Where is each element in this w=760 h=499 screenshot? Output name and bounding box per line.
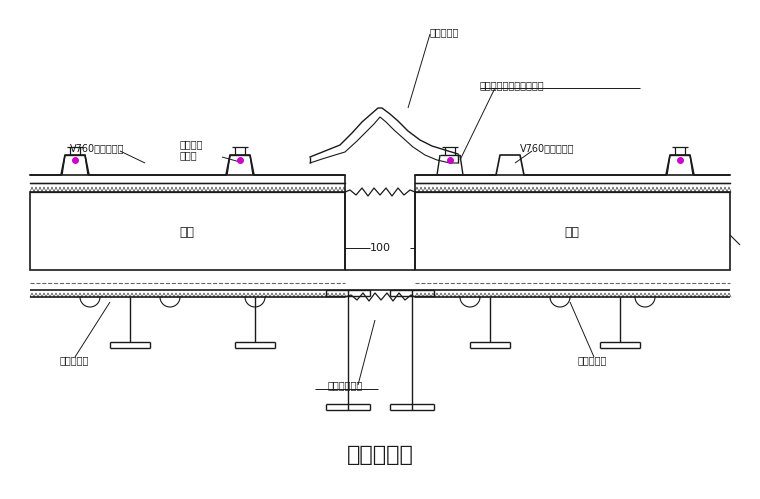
Text: V760彩板上表板: V760彩板上表板 (520, 143, 575, 153)
Text: 檩条: 檩条 (565, 227, 579, 240)
Text: 伸缩缝节点: 伸缩缝节点 (347, 445, 413, 465)
Text: V760彩板上表板: V760彩板上表板 (70, 143, 125, 153)
Text: 100: 100 (369, 243, 391, 253)
Bar (415, 192, 730, 270)
Text: 拉铆钉: 拉铆钉 (180, 150, 198, 160)
Bar (30, 192, 345, 270)
Text: 屋顶下底板: 屋顶下底板 (60, 355, 90, 365)
Text: 伸缩缝彩板边: 伸缩缝彩板边 (328, 380, 363, 390)
Text: 檩条: 檩条 (179, 227, 195, 240)
Text: 屋顶下底板: 屋顶下底板 (578, 355, 607, 365)
Text: 弯钩锁扣型彩板密封板条: 弯钩锁扣型彩板密封板条 (480, 80, 545, 90)
Text: 工型整合: 工型整合 (180, 139, 204, 149)
Text: 伸缩缝板边: 伸缩缝板边 (430, 27, 459, 37)
